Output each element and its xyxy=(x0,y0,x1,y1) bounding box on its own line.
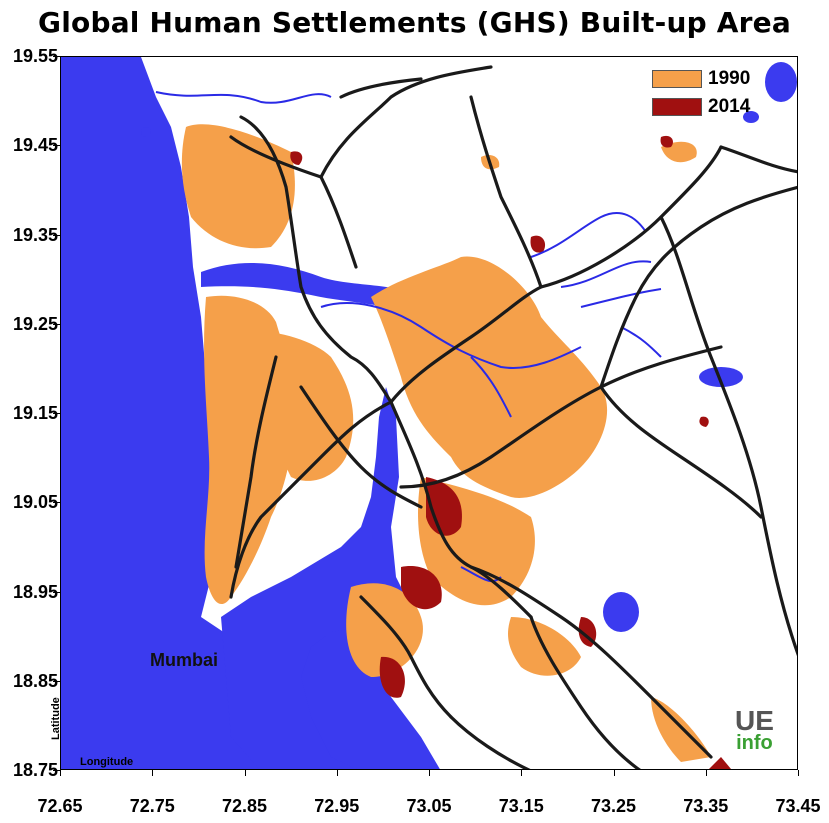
x-tick-mark xyxy=(60,770,61,776)
lake-se xyxy=(603,592,639,632)
rivers xyxy=(155,91,662,583)
y-tick-label: 19.05 xyxy=(12,492,58,513)
y-tick-label: 19.55 xyxy=(12,46,58,66)
x-tick-label: 73.05 xyxy=(406,796,452,816)
y-tick-label: 19.35 xyxy=(12,224,58,245)
y-tick-label: 18.95 xyxy=(12,581,58,602)
y-tick-mark xyxy=(53,234,60,236)
y-tick-mark xyxy=(53,56,60,57)
y-tick-label: 18.85 xyxy=(12,670,58,691)
logo-ue: UE xyxy=(735,705,774,736)
x-tick-mark xyxy=(336,770,338,776)
x-tick-mark xyxy=(705,770,707,776)
legend: 1990 2014 xyxy=(652,68,750,124)
x-axis-label: Longitude xyxy=(80,756,134,768)
legend-label-1990: 1990 xyxy=(708,68,751,89)
x-tick-label: 72.65 xyxy=(37,796,83,816)
y-tick-label: 19.15 xyxy=(12,403,58,423)
x-tick-mark xyxy=(152,770,154,776)
legend-label-2014: 2014 xyxy=(708,96,751,117)
y-tick-mark xyxy=(53,323,60,325)
y-tick-mark xyxy=(53,770,60,771)
legend-item-1990: 1990 xyxy=(652,68,750,90)
legend-swatch-2014 xyxy=(652,98,702,116)
y-tick-label: 19.25 xyxy=(12,313,58,334)
built-up-2014 xyxy=(290,135,731,769)
x-tick-mark xyxy=(613,770,615,776)
lake-ne xyxy=(765,62,797,102)
x-tick-label: 73.45 xyxy=(775,796,821,816)
y-tick-mark xyxy=(53,680,60,682)
x-tick-mark xyxy=(429,770,430,776)
arabian-sea xyxy=(61,57,440,769)
legend-item-2014: 2014 xyxy=(652,96,750,118)
x-tick-label: 72.75 xyxy=(129,796,175,816)
x-tick-label: 73.25 xyxy=(590,796,637,816)
y-tick-mark xyxy=(53,413,60,414)
x-tick-mark xyxy=(798,770,799,776)
y-tick-label: 18.75 xyxy=(12,760,58,780)
city-label-mumbai: Mumbai xyxy=(150,650,219,670)
map-canvas xyxy=(61,57,797,769)
harbour xyxy=(221,387,406,769)
x-tick-label: 72.95 xyxy=(314,796,360,816)
y-tick-mark xyxy=(53,145,60,147)
x-tick-label: 73.15 xyxy=(498,796,544,816)
y-tick-mark xyxy=(53,591,60,593)
x-tick-label: 73.35 xyxy=(683,796,729,816)
y-tick-mark xyxy=(53,502,60,504)
y-axis-label: Latitude xyxy=(50,697,62,740)
x-tick-label: 72.85 xyxy=(221,796,268,816)
roads xyxy=(229,65,797,769)
x-tick-mark xyxy=(244,770,246,776)
logo-info: info xyxy=(736,732,773,754)
lake-e xyxy=(699,367,743,387)
map-title: Global Human Settlements (GHS) Built-up … xyxy=(38,6,791,39)
map-frame[interactable] xyxy=(60,56,798,770)
y-tick-label: 19.45 xyxy=(12,135,58,156)
ue-info-logo: UE info xyxy=(735,705,774,755)
legend-swatch-1990 xyxy=(652,70,702,88)
x-tick-mark xyxy=(521,770,523,776)
